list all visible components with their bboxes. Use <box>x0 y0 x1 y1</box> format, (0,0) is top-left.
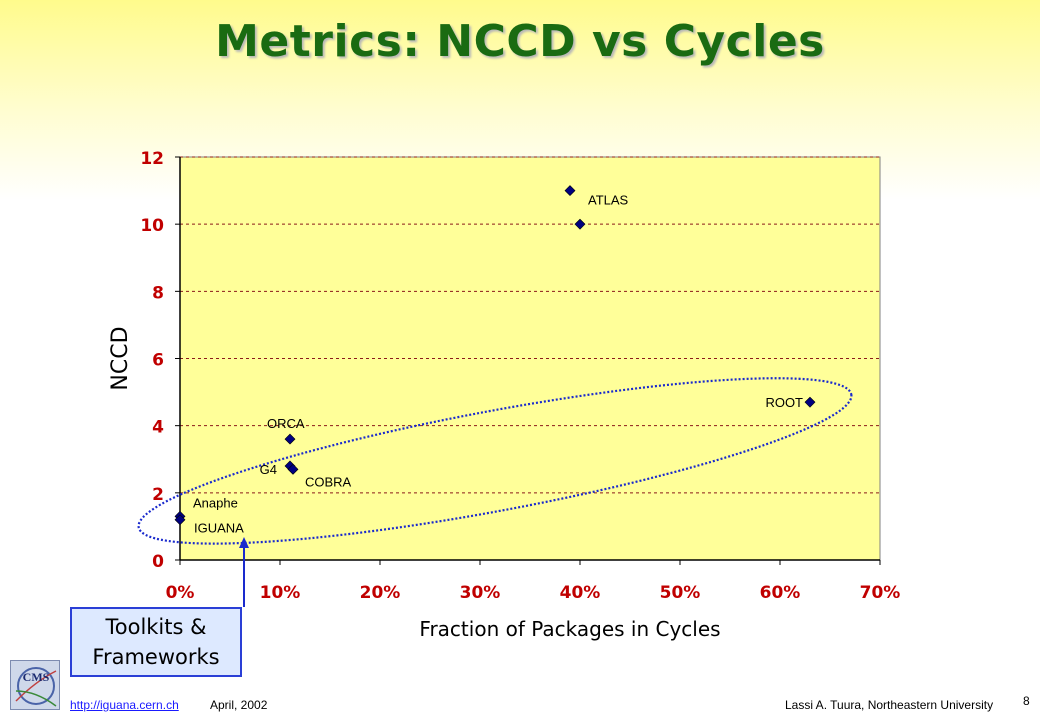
data-point <box>564 185 576 197</box>
data-label: G4 <box>260 462 277 477</box>
tick-labels: 0 2 4 6 8 10 12 0% 10% 20% 30% 40% 50% 60% 70% <box>140 149 900 603</box>
data-label: ATLAS <box>588 193 629 208</box>
x-tick-label: 60% <box>760 583 801 603</box>
x-tick-label: 20% <box>360 583 401 603</box>
highlight-ellipse <box>137 377 853 545</box>
data-points <box>174 185 816 526</box>
data-label: Anaphe <box>193 495 238 510</box>
callout-line-2: Frameworks <box>92 645 220 669</box>
y-tick-label: 6 <box>152 351 164 371</box>
x-axis-label: Fraction of Packages in Cycles <box>419 617 720 641</box>
y-tick-label: 10 <box>140 216 164 236</box>
y-axis-label: NCCD <box>108 326 133 390</box>
axes <box>175 156 881 565</box>
data-label: ORCA <box>267 416 305 431</box>
x-tick-label: 10% <box>260 583 301 603</box>
x-tick-label: 30% <box>460 583 501 603</box>
x-tick-label: 50% <box>660 583 701 603</box>
cms-logo: CMS <box>10 660 60 710</box>
x-tick-label: 40% <box>560 583 601 603</box>
footer-link[interactable]: http://iguana.cern.ch <box>70 698 179 712</box>
toolkits-frameworks-callout: Toolkits & Frameworks <box>70 607 242 677</box>
data-point <box>804 396 816 408</box>
arrow-head <box>239 537 249 548</box>
page-number: 8 <box>1023 694 1030 708</box>
footer-date: April, 2002 <box>210 698 268 712</box>
y-tick-label: 2 <box>152 485 164 505</box>
data-point <box>174 514 186 526</box>
y-tick-label: 4 <box>152 418 164 438</box>
data-point <box>287 463 299 475</box>
toolkits-ellipse <box>137 377 853 545</box>
footer-author: Lassi A. Tuura, Northeastern University <box>785 698 994 712</box>
point-labels: ATLAS ROOT ORCA G4 COBRA Anaphe IGUANA <box>193 193 803 536</box>
data-label: ROOT <box>765 395 803 410</box>
grid-lines <box>180 156 880 494</box>
data-label: IGUANA <box>194 521 244 536</box>
x-tick-label: 70% <box>860 583 901 603</box>
callout-arrow <box>239 537 249 607</box>
data-label: COBRA <box>305 474 352 489</box>
svg-text:CMS: CMS <box>23 670 50 684</box>
data-point <box>574 218 586 230</box>
y-tick-label: 12 <box>140 149 164 169</box>
x-tick-label: 0% <box>166 583 195 603</box>
y-tick-label: 8 <box>152 283 164 303</box>
callout-line-1: Toolkits & <box>105 615 207 639</box>
slide-title: Metrics: NCCD vs Cycles <box>215 16 825 67</box>
y-tick-label: 0 <box>152 552 164 572</box>
data-point <box>284 433 296 445</box>
